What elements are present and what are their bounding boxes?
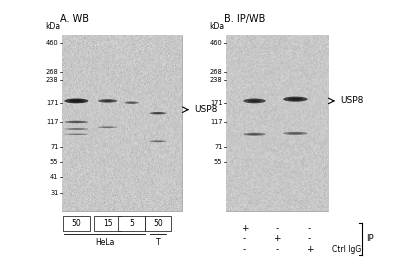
Ellipse shape xyxy=(130,102,134,103)
Text: 55: 55 xyxy=(50,159,58,165)
Text: A. WB: A. WB xyxy=(60,14,89,24)
Text: 15: 15 xyxy=(103,219,112,228)
Ellipse shape xyxy=(243,99,266,103)
Text: USP8: USP8 xyxy=(340,96,363,105)
Ellipse shape xyxy=(292,133,299,134)
Text: 31: 31 xyxy=(50,190,58,196)
Text: IP: IP xyxy=(366,234,374,244)
Ellipse shape xyxy=(73,100,80,102)
Ellipse shape xyxy=(150,140,166,142)
Ellipse shape xyxy=(69,99,84,102)
Ellipse shape xyxy=(150,112,166,114)
Text: USP8: USP8 xyxy=(194,105,217,114)
Text: 171: 171 xyxy=(46,100,58,106)
Ellipse shape xyxy=(251,134,258,135)
Ellipse shape xyxy=(243,133,266,136)
Text: 238: 238 xyxy=(46,77,58,83)
Text: kDa: kDa xyxy=(209,22,224,31)
Bar xyxy=(62,35,182,211)
Ellipse shape xyxy=(69,134,84,135)
Ellipse shape xyxy=(64,99,88,103)
Text: T: T xyxy=(156,238,160,247)
Text: 460: 460 xyxy=(210,40,222,46)
Text: kDa: kDa xyxy=(45,22,60,31)
Text: +: + xyxy=(241,224,248,233)
Ellipse shape xyxy=(98,99,117,103)
Ellipse shape xyxy=(64,121,88,123)
Text: -: - xyxy=(243,245,246,254)
Ellipse shape xyxy=(283,97,308,102)
Ellipse shape xyxy=(288,133,303,134)
Text: 268: 268 xyxy=(46,69,58,75)
Ellipse shape xyxy=(288,98,303,101)
Ellipse shape xyxy=(105,100,110,102)
Text: 55: 55 xyxy=(214,159,222,165)
Ellipse shape xyxy=(64,128,88,130)
Text: 5: 5 xyxy=(129,219,134,228)
Text: -: - xyxy=(308,224,311,233)
Ellipse shape xyxy=(153,113,163,114)
Text: 117: 117 xyxy=(210,119,222,125)
Bar xyxy=(118,216,145,231)
Ellipse shape xyxy=(156,113,160,114)
Ellipse shape xyxy=(283,132,308,135)
Text: 71: 71 xyxy=(50,144,58,150)
Ellipse shape xyxy=(248,133,261,135)
Ellipse shape xyxy=(292,98,299,100)
Text: -: - xyxy=(275,245,279,254)
Text: 50: 50 xyxy=(72,219,81,228)
Bar xyxy=(63,216,90,231)
Text: B. IP/WB: B. IP/WB xyxy=(224,14,265,24)
Ellipse shape xyxy=(69,129,84,130)
Ellipse shape xyxy=(69,121,84,123)
Ellipse shape xyxy=(124,101,139,104)
Bar xyxy=(145,216,171,231)
Ellipse shape xyxy=(98,126,117,128)
Text: 268: 268 xyxy=(210,69,222,75)
Text: -: - xyxy=(243,234,246,244)
Text: +: + xyxy=(306,245,313,254)
Text: Ctrl IgG: Ctrl IgG xyxy=(332,245,361,254)
Text: 460: 460 xyxy=(46,40,58,46)
Ellipse shape xyxy=(248,99,261,102)
Ellipse shape xyxy=(153,141,163,142)
Text: HeLa: HeLa xyxy=(96,238,115,247)
Text: 171: 171 xyxy=(210,100,222,106)
Text: +: + xyxy=(273,234,281,244)
Ellipse shape xyxy=(127,102,136,103)
Text: 41: 41 xyxy=(50,174,58,180)
Ellipse shape xyxy=(102,127,113,128)
Text: -: - xyxy=(275,224,279,233)
Bar xyxy=(94,216,121,231)
Bar xyxy=(226,35,328,211)
Text: 71: 71 xyxy=(214,144,222,150)
Ellipse shape xyxy=(102,100,113,102)
Text: -: - xyxy=(308,234,311,244)
Ellipse shape xyxy=(251,100,258,102)
Text: 238: 238 xyxy=(210,77,222,83)
Text: 117: 117 xyxy=(46,119,58,125)
Text: 50: 50 xyxy=(153,219,163,228)
Ellipse shape xyxy=(64,133,88,135)
